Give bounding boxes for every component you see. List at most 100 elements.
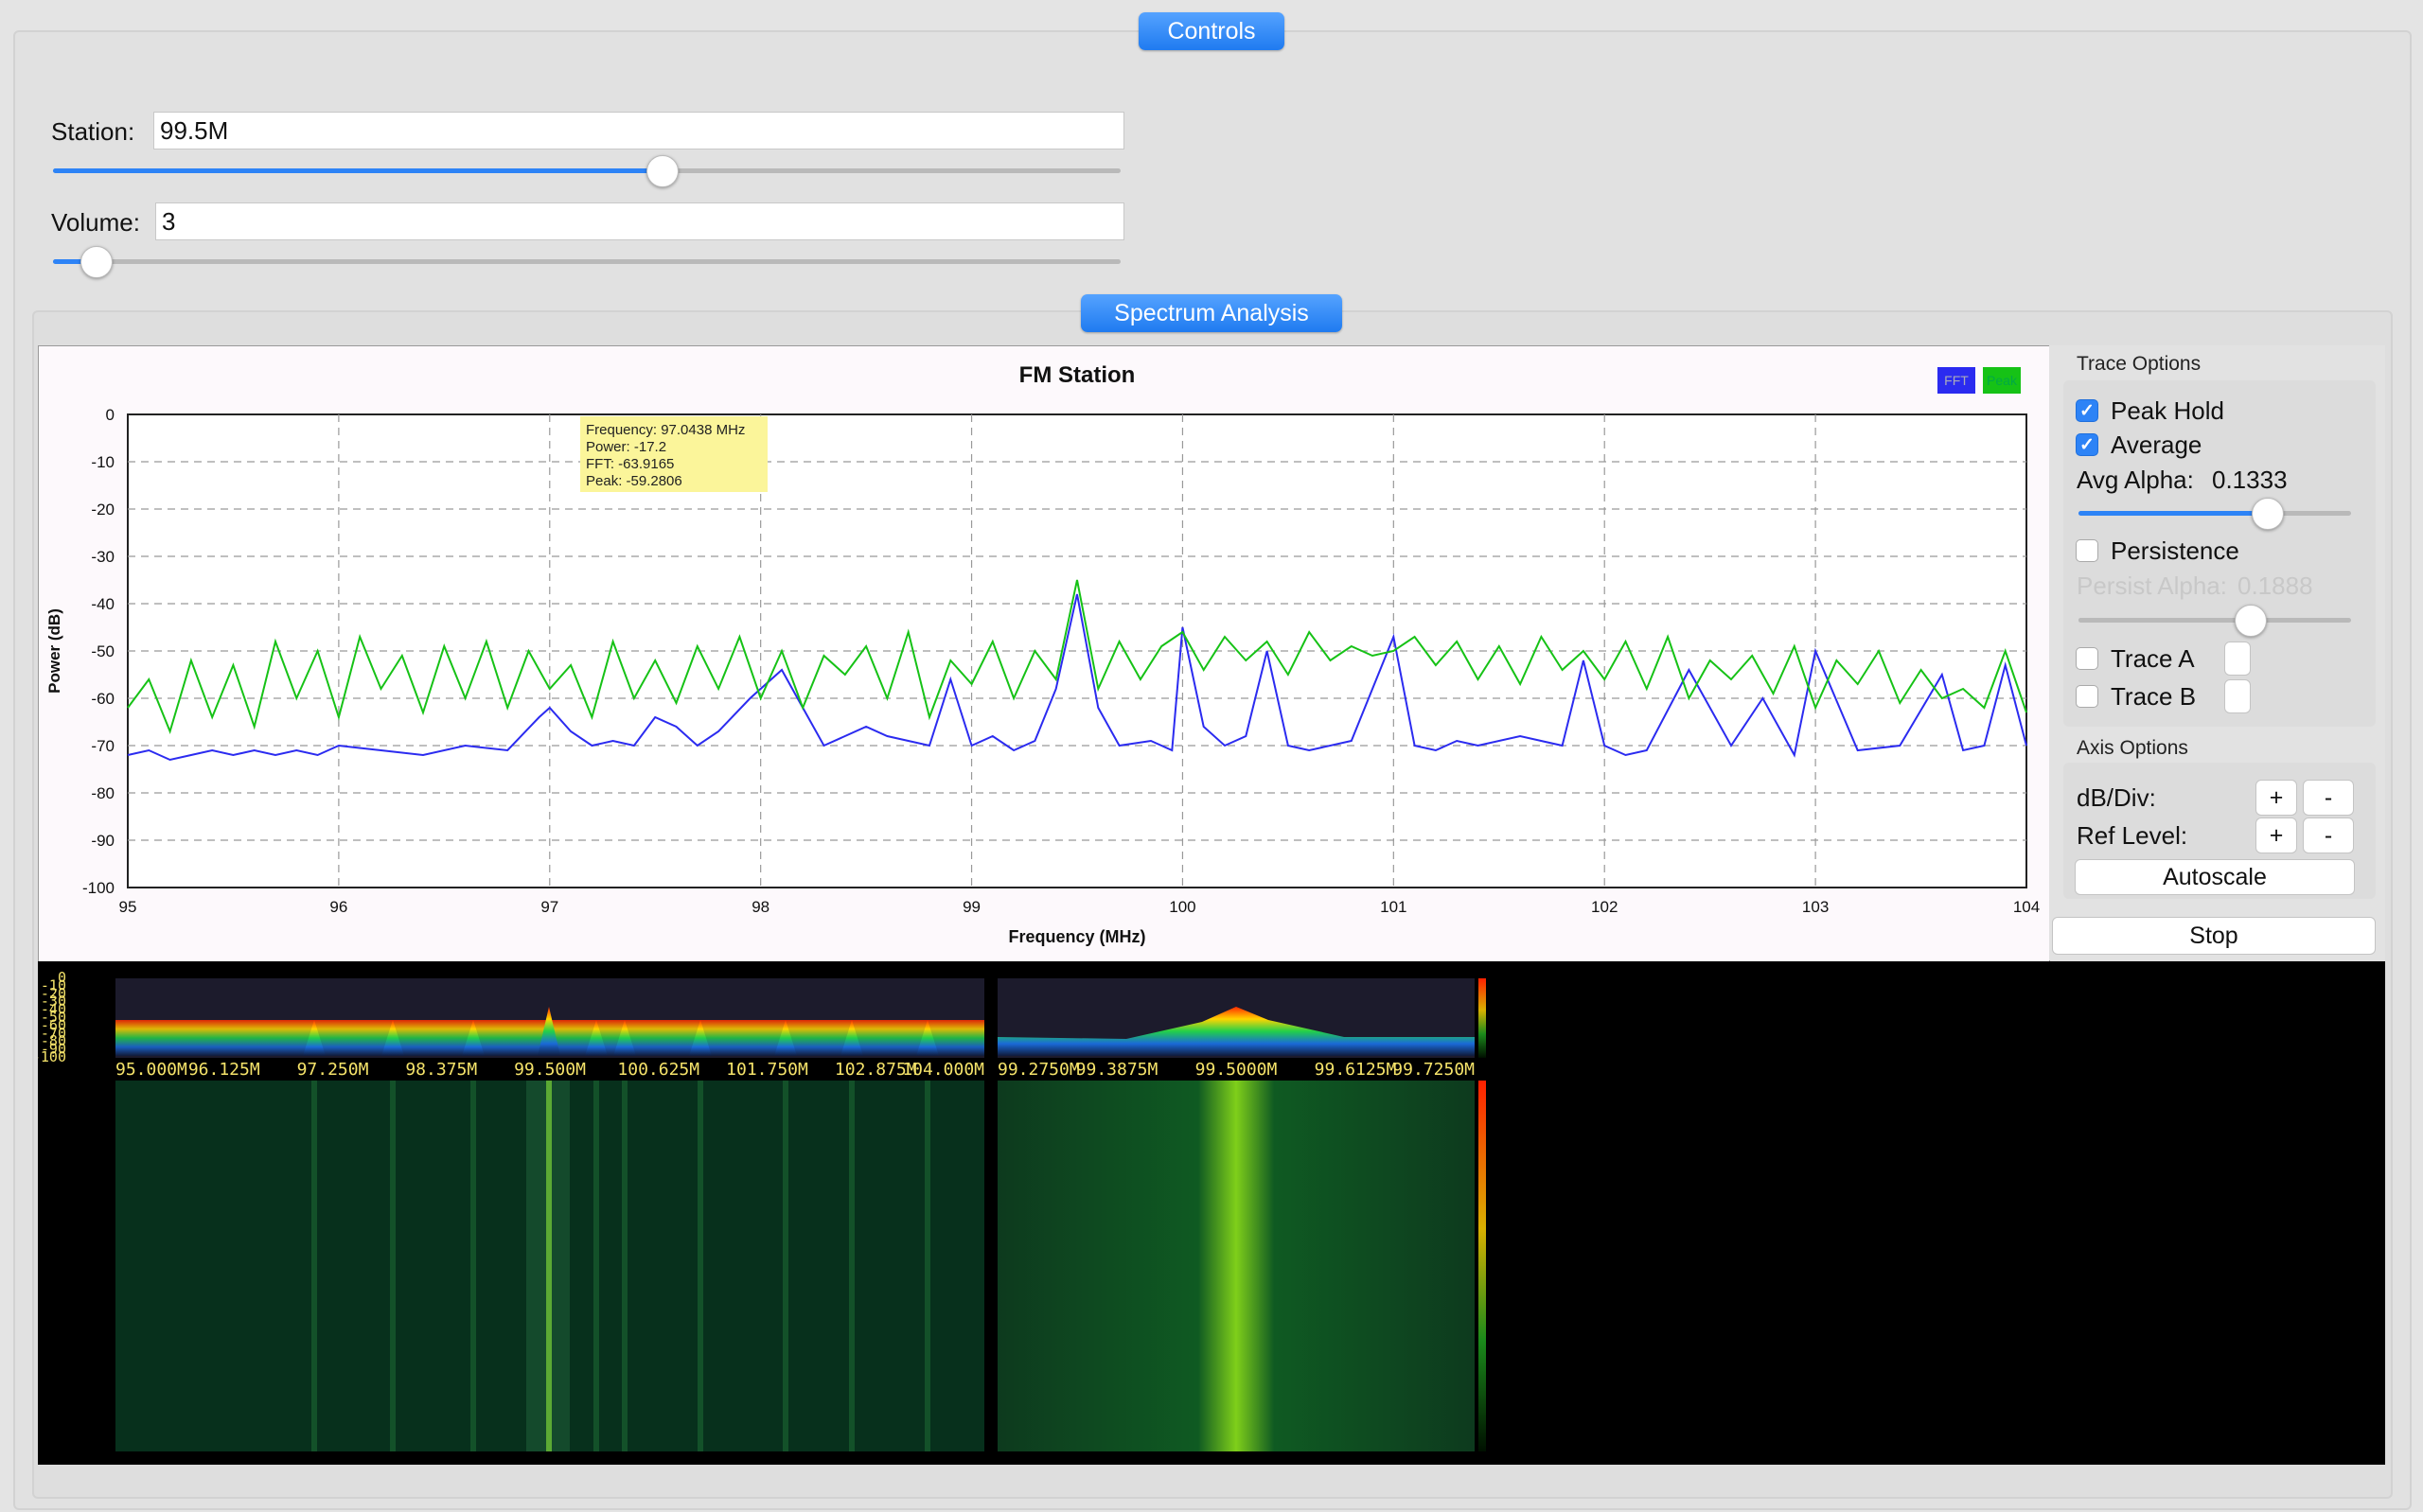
db-div-plus-button[interactable]: + — [2255, 780, 2297, 816]
y-tick-label: -100 — [82, 879, 115, 897]
y-tick-label: -90 — [91, 832, 115, 850]
tooltip-line: Power: -17.2 — [586, 439, 666, 455]
waterfall-db-tick: -40 — [41, 1001, 66, 1018]
average-checkbox[interactable]: ✓ — [2076, 433, 2098, 456]
station-slider-fill — [53, 168, 662, 173]
left-freq-tick: 98.375M — [405, 1060, 477, 1080]
y-tick-label: -40 — [91, 595, 115, 613]
persist-alpha-slider[interactable] — [2078, 605, 2351, 637]
trace-a-color-button[interactable] — [2224, 642, 2251, 676]
right-freq-tick: 99.5000M — [1195, 1060, 1278, 1080]
check-icon: ✓ — [2079, 400, 2095, 421]
x-tick-label: 101 — [1380, 898, 1406, 916]
right-freq-tick: 99.7250M — [1392, 1060, 1475, 1080]
left-freq-tick: 101.750M — [726, 1060, 808, 1080]
y-tick-label: -10 — [91, 453, 115, 471]
waterfall-db-tick: -20 — [41, 985, 66, 1002]
spectrum-title: Spectrum Analysis — [1081, 294, 1342, 332]
y-tick-label: -20 — [91, 501, 115, 519]
volume-slider-fill — [53, 259, 97, 264]
right-waterfall — [998, 1081, 1475, 1451]
left-waterfall-trace — [849, 1081, 855, 1451]
x-tick-label: 104 — [2013, 898, 2040, 916]
y-tick-label: -70 — [91, 737, 115, 755]
persistence-checkbox[interactable] — [2076, 539, 2098, 562]
persist-alpha-label: Persist Alpha: — [2077, 571, 2227, 600]
left-spectrum-peak — [613, 1020, 636, 1056]
station-slider-thumb[interactable] — [646, 155, 679, 187]
x-tick-label: 103 — [1802, 898, 1829, 916]
check-icon: ✓ — [2079, 434, 2095, 455]
left-spectrum-peak — [303, 1020, 326, 1056]
right-freq-tick: 99.3875M — [1076, 1060, 1158, 1080]
x-tick-label: 96 — [329, 898, 347, 916]
left-spectrum-peak — [462, 1020, 485, 1056]
persist-alpha-value: 0.1888 — [2237, 571, 2313, 600]
station-input[interactable] — [153, 112, 1124, 149]
peak-hold-label: Peak Hold — [2111, 396, 2224, 425]
controls-title: Controls — [1139, 12, 1284, 50]
trace-options-title: Trace Options — [2077, 353, 2202, 375]
autoscale-button[interactable]: Autoscale — [2075, 859, 2355, 895]
y-tick-label: 0 — [106, 406, 115, 424]
average-label: Average — [2111, 431, 2202, 459]
trace-a-label: Trace A — [2111, 644, 2195, 673]
legend-label-peak: Peak — [1987, 373, 2018, 388]
station-slider[interactable] — [53, 155, 1121, 187]
stop-button[interactable]: Stop — [2052, 917, 2376, 955]
trace-b-label: Trace B — [2111, 682, 2197, 711]
left-waterfall-trace — [698, 1081, 703, 1451]
x-tick-label: 98 — [752, 898, 769, 916]
waterfall-db-tick: -90 — [41, 1041, 66, 1058]
left-spectrum-peak — [381, 1020, 404, 1056]
right-freq-tick: 99.2750M — [998, 1060, 1080, 1080]
ref-level-minus-button[interactable]: - — [2303, 818, 2354, 853]
left-spectrum-peak — [916, 1020, 939, 1056]
spectrum-plot[interactable]: FM Station Frequency (MHz) Power (dB) 95 96 9… — [38, 345, 2050, 962]
waterfall-db-tick: -80 — [41, 1032, 66, 1049]
volume-slider[interactable] — [53, 246, 1121, 278]
x-tick-label: 100 — [1169, 898, 1195, 916]
avg-alpha-label: Avg Alpha: — [2077, 466, 2194, 494]
right-spectrum-colorbar — [1478, 978, 1486, 1058]
persist-alpha-slider-fill — [2078, 618, 2251, 623]
trace-options-panel — [2063, 380, 2376, 727]
avg-alpha-slider-thumb[interactable] — [2251, 498, 2284, 530]
waterfall-db-tick: -100 — [38, 1048, 66, 1065]
avg-alpha-slider[interactable] — [2078, 498, 2351, 530]
left-waterfall-trace — [311, 1081, 317, 1451]
tooltip-line: Peak: -59.2806 — [586, 473, 682, 489]
trace-b-checkbox[interactable] — [2076, 685, 2098, 708]
db-div-minus-button[interactable]: - — [2303, 780, 2354, 816]
avg-alpha-slider-fill — [2078, 511, 2267, 516]
waterfall-svg: 0-10-20-30-40-50-60-70-80-90-10095.000M9… — [32, 969, 1486, 1451]
y-tick-label: -50 — [91, 642, 115, 660]
left-spectrum-peak — [840, 1020, 863, 1056]
tooltip-line: FFT: -63.9165 — [586, 456, 674, 472]
waterfall-area: 0-10-20-30-40-50-60-70-80-90-10095.000M9… — [32, 961, 2385, 1465]
ref-level-label: Ref Level: — [2077, 821, 2188, 850]
left-freq-tick: 97.250M — [297, 1060, 369, 1080]
volume-slider-thumb[interactable] — [80, 246, 114, 278]
left-spectrum-peak — [689, 1020, 712, 1056]
x-tick-label: 99 — [963, 898, 981, 916]
ref-level-plus-button[interactable]: + — [2255, 818, 2297, 853]
left-spectrum-peak — [774, 1020, 797, 1056]
y-tick-label: -30 — [91, 548, 115, 566]
peak-hold-checkbox[interactable]: ✓ — [2076, 399, 2098, 422]
persist-alpha-slider-thumb[interactable] — [2235, 605, 2268, 637]
waterfall-db-tick: -50 — [41, 1009, 66, 1026]
y-tick-label: -80 — [91, 784, 115, 802]
x-tick-label: 102 — [1591, 898, 1618, 916]
volume-input[interactable] — [155, 202, 1124, 240]
trace-a-checkbox[interactable] — [2076, 647, 2098, 670]
left-waterfall-trace — [470, 1081, 476, 1451]
waterfall-db-tick: -10 — [41, 976, 66, 993]
y-axis-label: Power (dB) — [45, 608, 63, 694]
left-waterfall-highlight — [526, 1081, 570, 1451]
trace-b-color-button[interactable] — [2224, 679, 2251, 713]
series-line-peak — [127, 579, 2027, 735]
right-spectrum-band — [998, 1007, 1475, 1056]
left-freq-tick: 95.000M — [115, 1060, 187, 1080]
waterfall-db-tick: -70 — [41, 1025, 66, 1042]
